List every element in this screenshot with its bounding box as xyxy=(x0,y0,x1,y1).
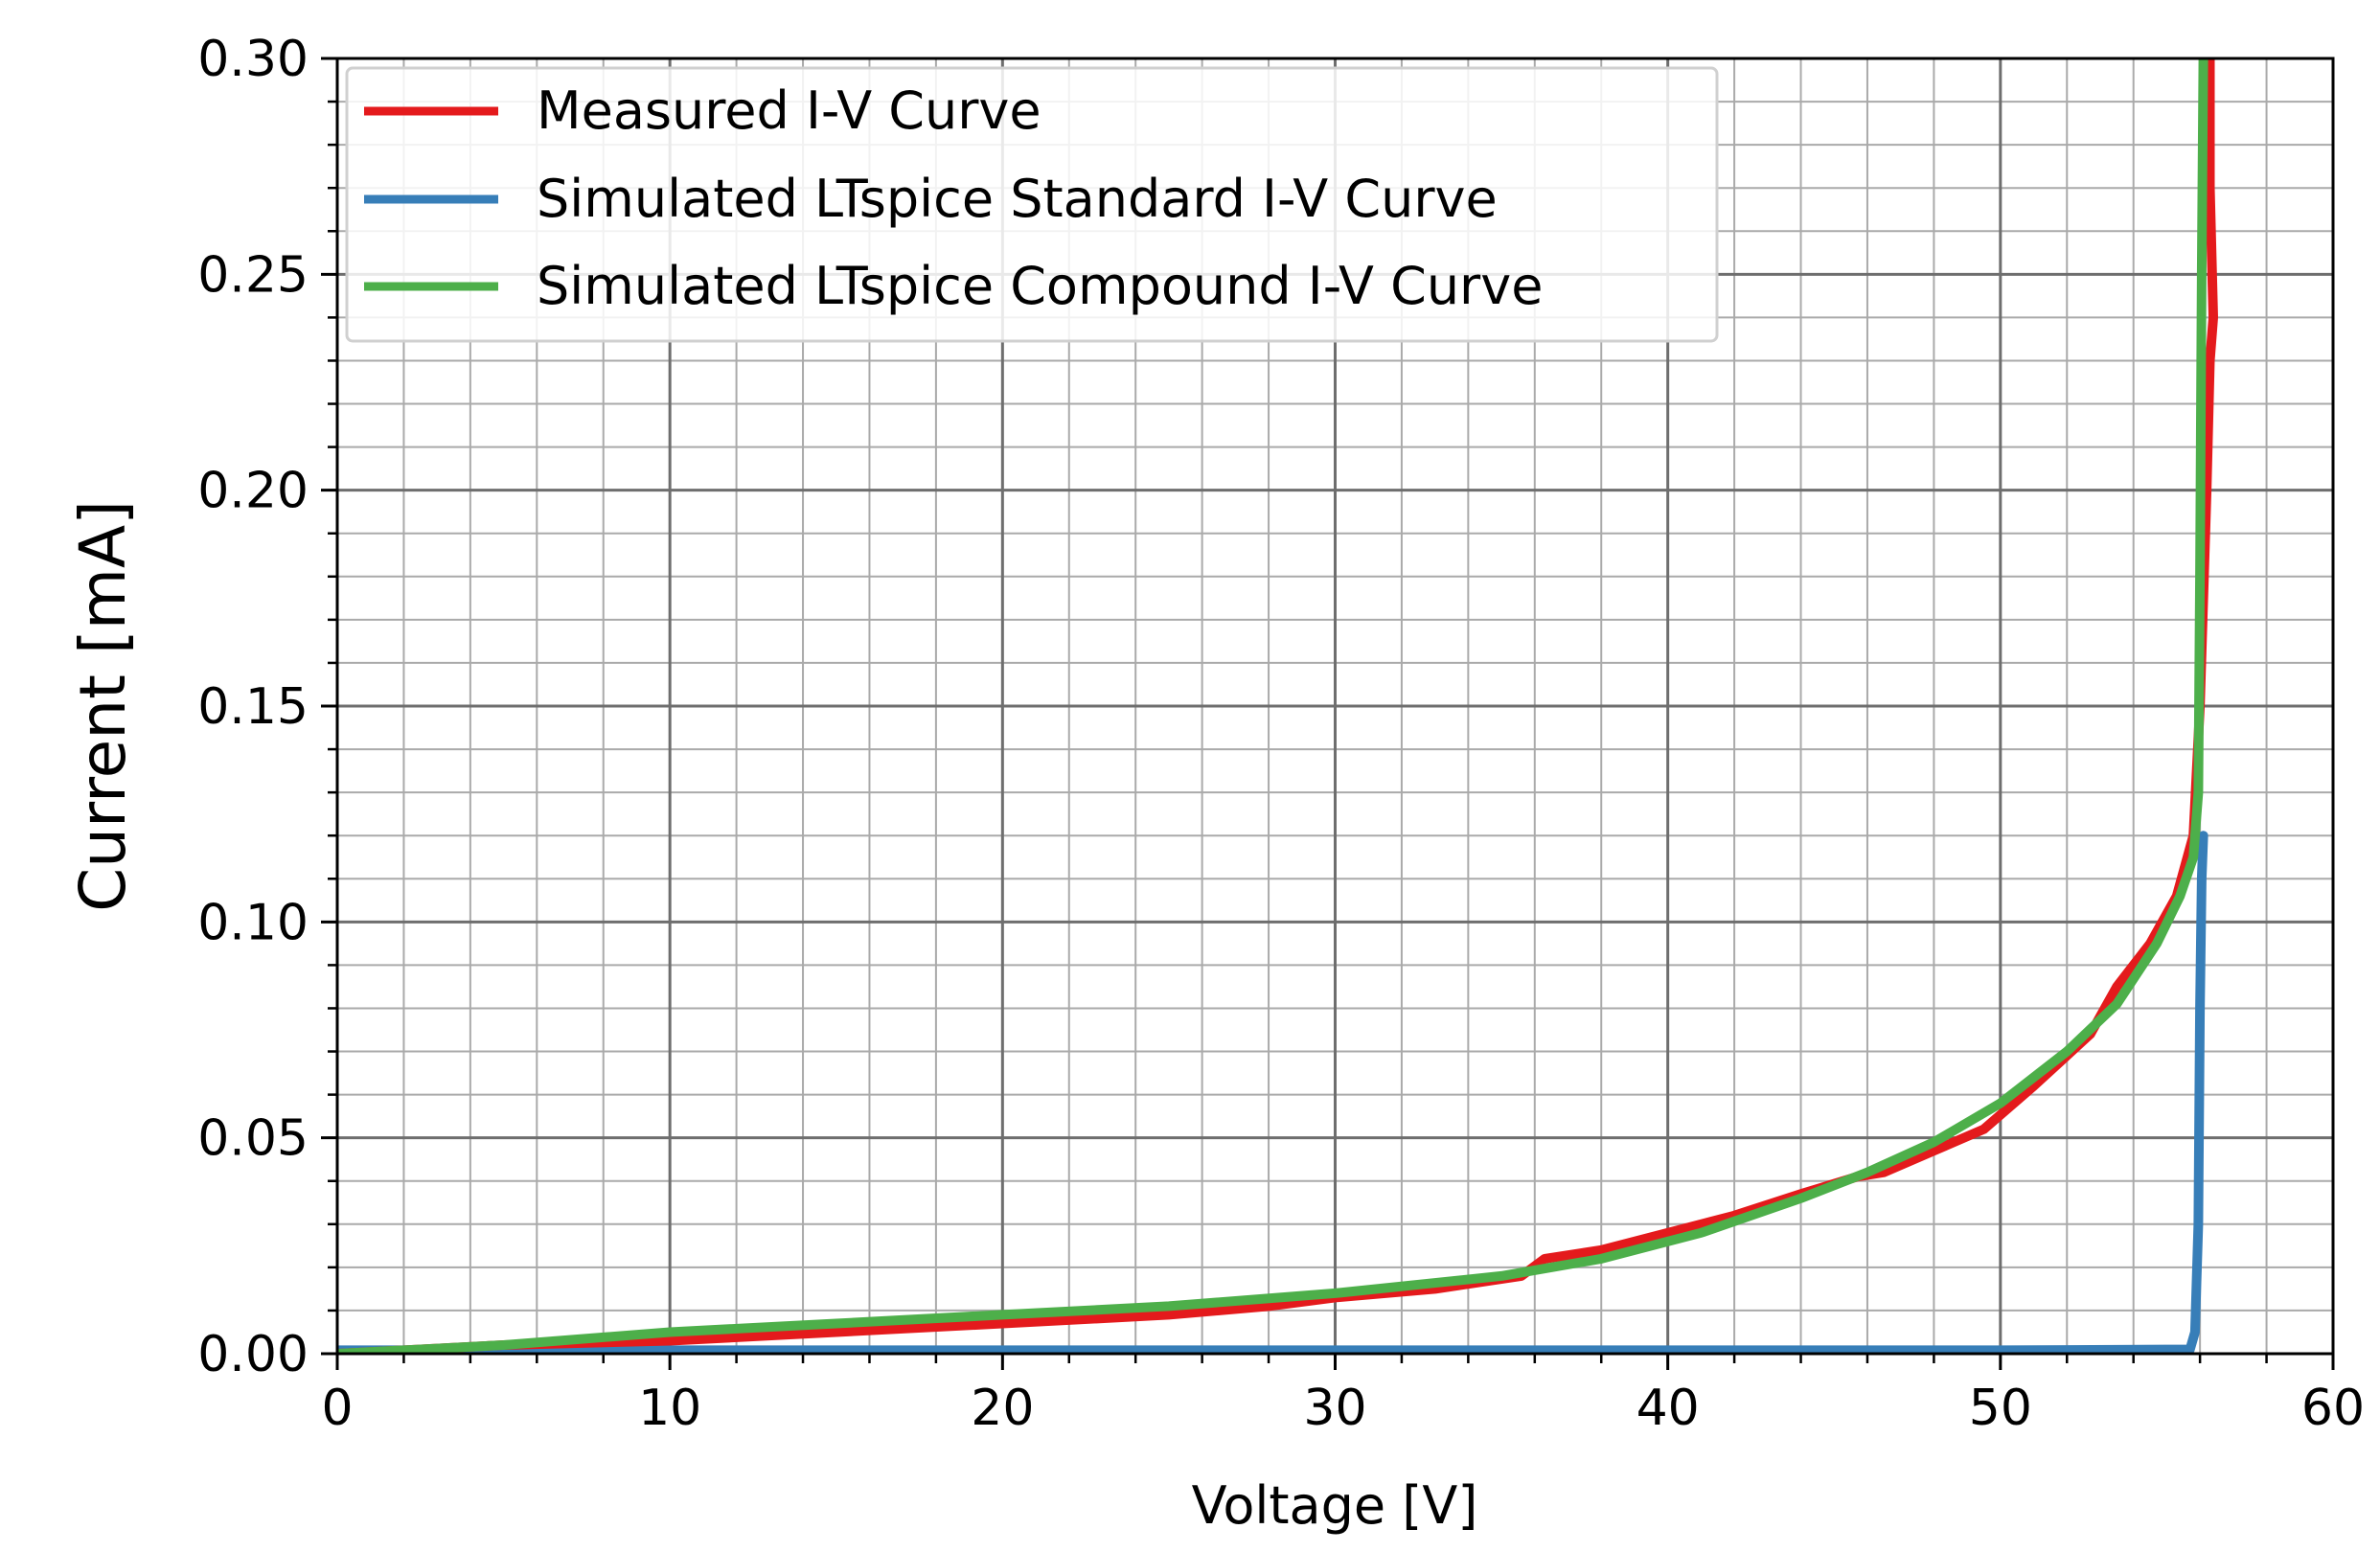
legend-label-measured: Measured I-V Curve xyxy=(537,80,1041,141)
series-layer xyxy=(337,58,2218,1354)
y-axis-title: Current [mA] xyxy=(66,500,140,912)
series-line-standard xyxy=(337,831,2208,1354)
y-tick-label: 0.15 xyxy=(197,678,309,736)
y-tick-label: 0.05 xyxy=(197,1110,309,1168)
x-tick-label: 40 xyxy=(1636,1380,1700,1437)
x-tick-label: 50 xyxy=(1969,1380,2032,1437)
y-tick-label: 0.20 xyxy=(197,463,309,520)
legend-label-compound: Simulated LTspice Compound I-V Curve xyxy=(537,256,1543,316)
y-tick-label: 0.10 xyxy=(197,894,309,951)
series-line-compound xyxy=(337,58,2208,1354)
x-tick-label: 30 xyxy=(1303,1380,1366,1437)
tick-labels: 0 10 20 30 40 50 60 0.00 0.05 0.10 0.15 0.20 0.25 0.3… xyxy=(197,31,2365,1437)
plot-frame xyxy=(335,57,2335,1356)
legend-label-standard: Simulated LTspice Standard I-V Curve xyxy=(537,169,1498,229)
y-tick-label: 0.25 xyxy=(197,246,309,304)
x-tick-label: 0 xyxy=(321,1380,353,1437)
x-tick-label: 60 xyxy=(2301,1380,2365,1437)
axis-ticks xyxy=(321,57,2335,1370)
y-tick-label: 0.30 xyxy=(197,31,309,88)
legend-box xyxy=(345,66,1719,343)
y-tick-label: 0.00 xyxy=(197,1326,309,1383)
legend: Measured I-V Curve Simulated LTspice Sta… xyxy=(345,66,1719,343)
x-tick-label: 10 xyxy=(638,1380,701,1437)
x-axis-title: Voltage [V] xyxy=(1192,1475,1478,1536)
x-tick-label: 20 xyxy=(971,1380,1034,1437)
